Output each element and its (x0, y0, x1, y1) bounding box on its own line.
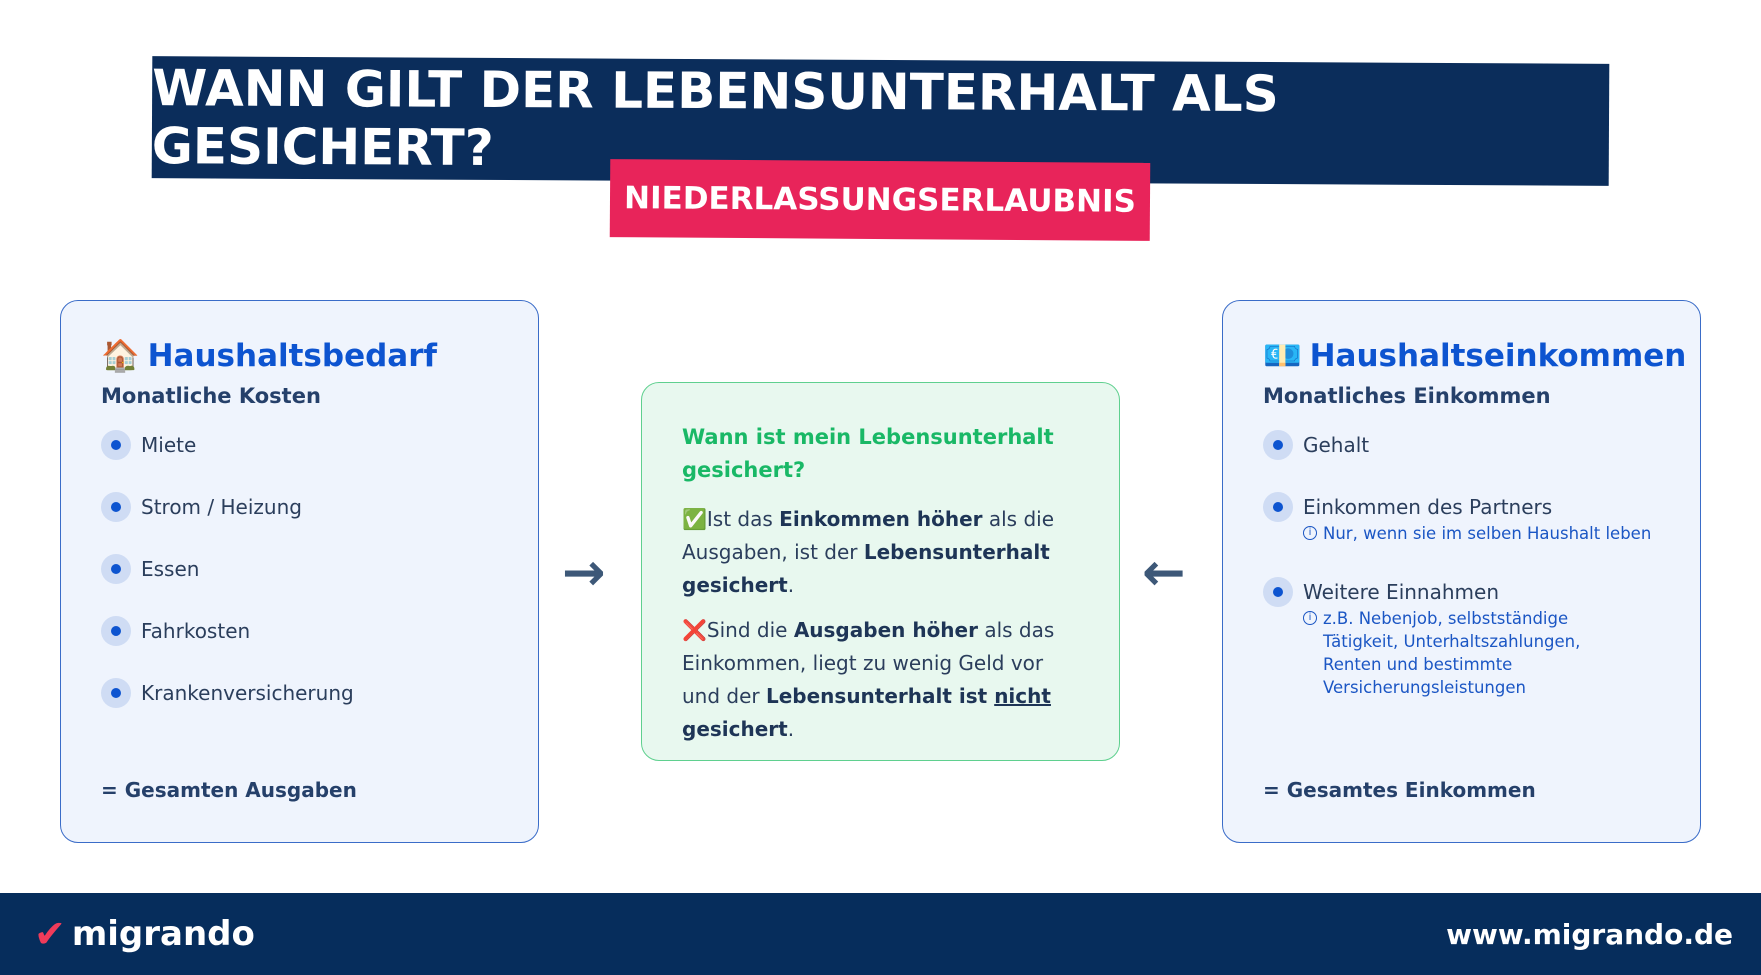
checkmark-icon: ✔ (34, 912, 66, 956)
arrow-right-icon: → (562, 543, 606, 603)
card-title: Haushaltsbedarf (147, 337, 437, 374)
positive-case: ✅Ist das Einkommen höher als die Ausgabe… (682, 507, 1055, 597)
card-subtitle: Monatliche Kosten (101, 384, 321, 408)
subtitle-badge: NIEDERLASSUNGSERLAUBNIS (609, 159, 1151, 241)
negative-case: ❌Sind die Ausgaben höher als das Einkomm… (682, 618, 1055, 741)
brand-logo[interactable]: ✔ migrando (34, 912, 255, 956)
house-icon: 🏠 (101, 338, 140, 374)
explanation-card: Wann ist mein Lebensunterhalt gesichert?… (641, 382, 1120, 761)
bullet-icon (1263, 577, 1293, 607)
income-card: 💶 Haushaltseinkommen Monatliches Einkomme… (1222, 300, 1701, 843)
money-icon: 💶 (1263, 338, 1302, 374)
list-item: Krankenversicherung (101, 678, 498, 708)
list-item: Essen (101, 554, 498, 584)
info-icon: i (1303, 611, 1317, 625)
list-item: Weitere Einnahmen i z.B. Nebenjob, selbsts… (1263, 577, 1660, 699)
footer: ✔ migrando www.migrando.de (0, 893, 1761, 975)
list-item: Miete (101, 430, 498, 460)
bullet-icon (1263, 492, 1293, 522)
bullet-icon (101, 554, 131, 584)
cross-icon: ❌ (682, 618, 707, 642)
card-title: Haushaltseinkommen (1309, 337, 1687, 374)
total-income: = Gesamtes Einkommen (1263, 778, 1536, 802)
question: Wann ist mein Lebensunterhalt gesichert? (682, 425, 1054, 482)
bullet-icon (101, 430, 131, 460)
info-icon: i (1303, 526, 1317, 540)
expenses-card: 🏠 Haushaltsbedarf Monatliche Kosten Miete… (60, 300, 539, 843)
arrow-left-icon: ← (1142, 543, 1186, 603)
card-subtitle: Monatliches Einkommen (1263, 384, 1551, 408)
website-link[interactable]: www.migrando.de (1446, 917, 1733, 951)
list-item: Fahrkosten (101, 616, 498, 646)
total-expenses: = Gesamten Ausgaben (101, 778, 357, 802)
list-item: Einkommen des Partners i Nur, wenn sie im … (1263, 492, 1660, 545)
bullet-icon (101, 616, 131, 646)
list-item: Strom / Heizung (101, 492, 498, 522)
bullet-icon (1263, 430, 1293, 460)
check-icon: ✅ (682, 507, 707, 531)
list-item: Gehalt (1263, 430, 1660, 460)
bullet-icon (101, 492, 131, 522)
bullet-icon (101, 678, 131, 708)
